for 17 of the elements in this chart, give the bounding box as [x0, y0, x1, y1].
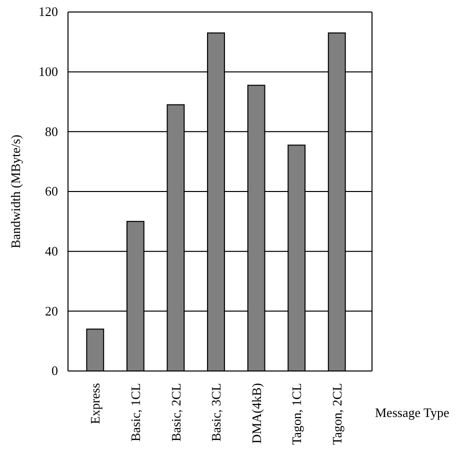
y-tick-label: 100 [38, 64, 58, 79]
y-tick-label: 0 [52, 363, 58, 378]
y-axis-title: Bandwidth (MByte/s) [8, 134, 23, 248]
y-tick-label: 60 [45, 184, 58, 199]
x-tick-label: Basic, 3CL [208, 382, 224, 442]
y-tick-label: 120 [38, 4, 58, 20]
x-tick-label: Basic, 1CL [128, 382, 143, 442]
x-tick-label: Basic, 2CL [168, 382, 184, 442]
bar [86, 328, 104, 372]
x-tick-label: Tagon, 2CL [329, 382, 344, 445]
x-tick-label: Tagon, 1CL [289, 382, 304, 445]
y-tick-label: 20 [45, 303, 58, 318]
x-tick-label: DMA(4kB) [248, 383, 264, 444]
y-tick-label: 40 [45, 243, 58, 258]
x-tick-label: Express [88, 383, 103, 424]
x-axis-title: Message Type [375, 405, 450, 420]
y-tick-label: 80 [45, 124, 58, 139]
